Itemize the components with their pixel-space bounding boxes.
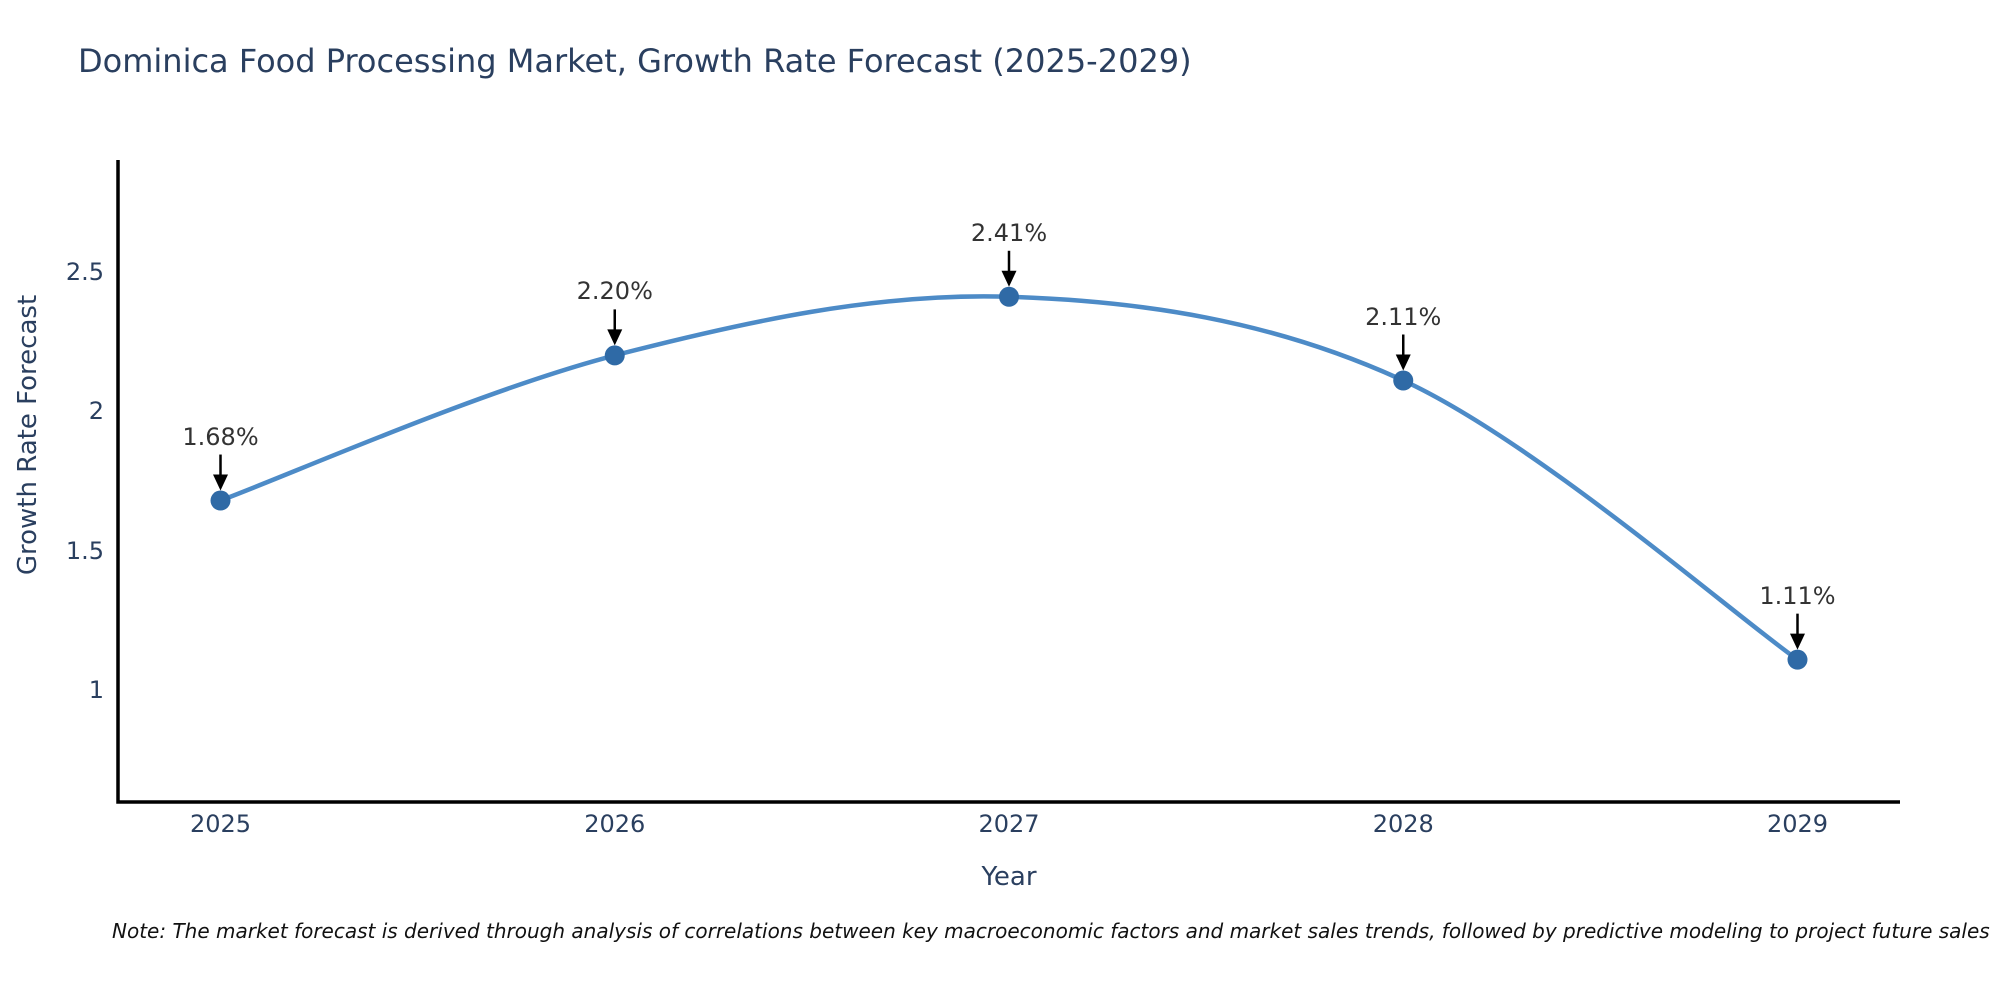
annotation-label: 1.11% (1759, 581, 1836, 610)
data-point-marker[interactable] (1787, 649, 1808, 670)
y-tick-label: 1.5 (65, 536, 104, 565)
chart-title: Dominica Food Processing Market, Growth … (78, 42, 1192, 80)
data-point-marker[interactable] (604, 345, 625, 366)
annotation-arrowhead (1789, 633, 1805, 650)
annotation-arrowhead (1395, 354, 1411, 371)
data-point-marker[interactable] (1393, 370, 1414, 391)
annotation-label: 2.11% (1365, 302, 1442, 331)
annotation-label: 1.68% (182, 422, 259, 451)
data-point-marker[interactable] (210, 490, 231, 511)
annotation-label: 2.20% (576, 277, 653, 306)
data-point-marker[interactable] (999, 286, 1019, 307)
y-tick-label: 1 (88, 676, 104, 705)
y-tick-label: 2.5 (65, 257, 104, 286)
trend-line (218, 294, 1800, 662)
annotation-arrowhead (1001, 270, 1017, 287)
x-tick-label: 2027 (978, 810, 1040, 838)
annotation-arrowhead (213, 474, 229, 491)
y-tick-label: 2 (88, 397, 104, 426)
footnote-text: Note: The market forecast is derived thr… (112, 919, 1990, 943)
x-tick-label: 2028 (1372, 810, 1434, 838)
annotation-arrowhead (607, 329, 623, 346)
annotation-label: 2.41% (970, 218, 1048, 247)
x-tick-label: 2026 (584, 810, 646, 838)
x-tick-label: 2029 (1766, 810, 1829, 838)
axis-lines (116, 160, 1900, 804)
x-tick-label: 2025 (189, 810, 252, 838)
x-axis-title: Year (981, 862, 1037, 892)
